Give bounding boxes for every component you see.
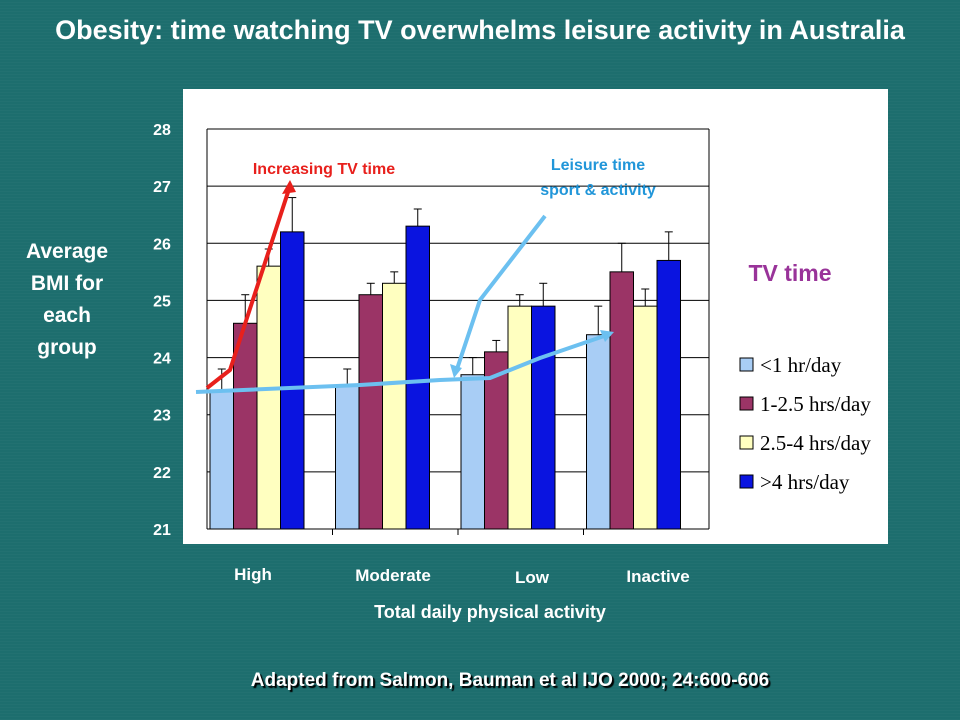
bar-inactive-series-2 <box>609 271 634 530</box>
y-tick-label: 24 <box>153 351 171 368</box>
bar-low-series-1 <box>460 374 485 530</box>
annotation-increasing-tv-time: Increasing TV time <box>253 161 395 178</box>
activity-pointer-arrowhead <box>450 364 462 378</box>
bar-inactive-series-1 <box>586 334 611 530</box>
legend-swatch-1 <box>739 357 754 372</box>
x-axis-label: Total daily physical activity <box>374 602 606 622</box>
legend-swatch-2 <box>739 396 754 411</box>
x-tick-label-low: Low <box>515 568 550 587</box>
bar-inactive-series-4 <box>656 259 681 530</box>
legend-swatch-4 <box>739 474 754 489</box>
legend-entry-1: <1 hr/day <box>760 353 842 377</box>
activity-trend-line <box>195 332 611 394</box>
tv-trend-line <box>205 185 292 390</box>
activity-pointer-line <box>454 214 547 373</box>
x-tick-label-high: High <box>234 565 272 584</box>
legend-title: TV time <box>748 260 832 286</box>
activity-trend-arrowhead <box>600 330 614 342</box>
y-tick-label: 22 <box>153 465 171 482</box>
bar-low-series-3 <box>507 305 532 530</box>
bar-moderate-series-2 <box>358 294 383 530</box>
bar-high-series-1 <box>209 391 234 530</box>
x-tick-label-moderate: Moderate <box>355 566 431 585</box>
y-tick-label: 27 <box>153 179 171 196</box>
bar-high-series-4 <box>280 231 305 530</box>
x-tick-label-inactive: Inactive <box>626 567 689 586</box>
chart-title: Obesity: time watching TV overwhelms lei… <box>55 15 905 45</box>
source-citation: Adapted from Salmon, Bauman et al IJO 20… <box>250 670 770 691</box>
y-tick-label: 21 <box>153 522 171 539</box>
tv-trend-arrowhead <box>282 180 296 194</box>
legend-box <box>729 343 888 515</box>
legend-swatch-3 <box>739 435 754 450</box>
bar-low-series-4 <box>531 305 556 530</box>
legend-entry-2: 1-2.5 hrs/day <box>760 392 871 416</box>
bar-inactive-series-3 <box>633 305 658 530</box>
y-axis-label: Average BMI for each group <box>25 240 109 359</box>
bar-moderate-series-1 <box>335 385 360 530</box>
bar-moderate-series-3 <box>382 282 407 530</box>
y-tick-label: 23 <box>153 408 171 425</box>
legend-entry-3: 2.5-4 hrs/day <box>760 431 871 455</box>
annotation-leisure-time-sport: Leisure time sport & activity <box>540 157 656 199</box>
legend-entry-4: >4 hrs/day <box>760 470 850 494</box>
y-tick-label: 25 <box>153 293 171 310</box>
y-tick-label: 28 <box>153 122 171 139</box>
bar-moderate-series-4 <box>405 225 430 530</box>
bar-high-series-3 <box>256 265 281 530</box>
y-tick-label: 26 <box>153 236 171 253</box>
